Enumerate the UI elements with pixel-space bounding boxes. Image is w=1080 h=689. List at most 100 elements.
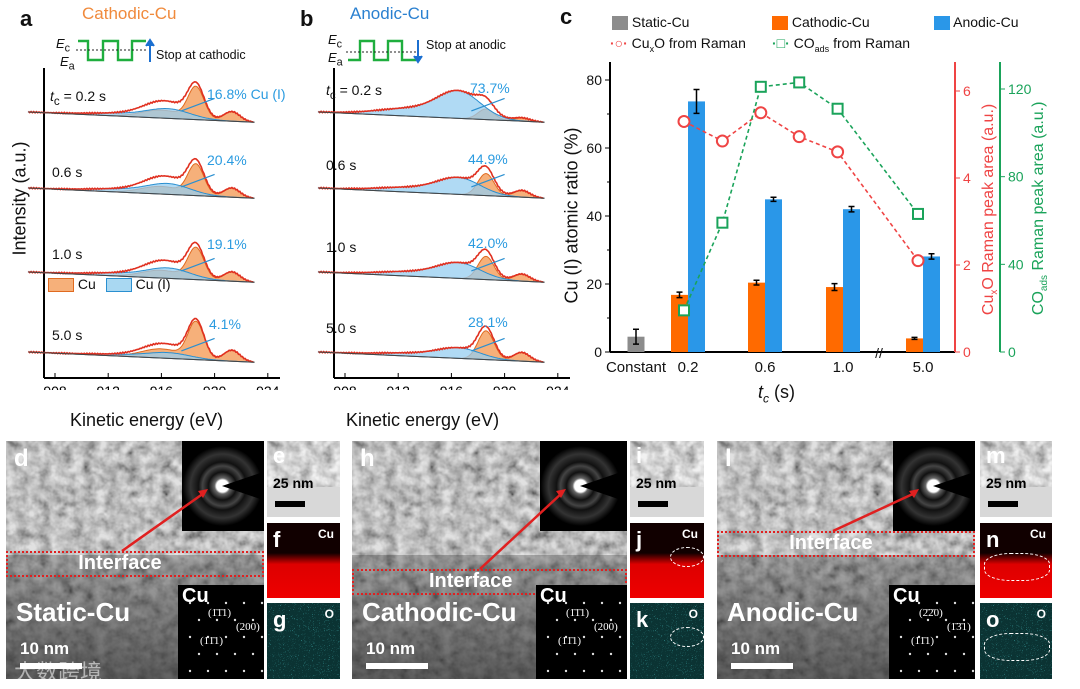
x-tick-label: 920 [203, 383, 227, 390]
saed-pattern-diffraction-icon [893, 441, 975, 531]
cu1-swatch [105, 278, 132, 293]
scale-label: 25 nm [636, 475, 677, 491]
panel-label-i: i [636, 443, 643, 468]
element-label: O [324, 607, 334, 621]
xps-spectra-b: 908 912 916 920 924 [317, 68, 570, 390]
scale-label: 10 nm [366, 639, 416, 658]
trace-label: tc = 0.2 s [50, 88, 107, 108]
pointer-line [471, 337, 505, 352]
cu1-percent: 4.1% [209, 316, 241, 332]
ylabel-right1: CuxO Raman peak area (a.u.) [979, 103, 1001, 316]
error-bar [676, 291, 683, 299]
stop-note-b: Stop at anodic [426, 38, 506, 52]
ea-label: Ea [328, 50, 343, 69]
error-bar [633, 328, 639, 345]
x-tick-label: 912 [387, 383, 411, 390]
saed-spot-pattern: Cu (2̄2̄0) (1̄3̄1) (11̄1) [889, 585, 975, 679]
coads-point [912, 207, 924, 220]
interface-label: Interface [78, 552, 162, 574]
interface-box [352, 569, 627, 595]
y-tick-label: 80 [586, 72, 602, 88]
xlabel-c: tc (s) [758, 382, 796, 406]
miller-index: (1̄3̄1) [947, 621, 971, 633]
coads-point [716, 216, 729, 229]
panel-label-c: c [560, 4, 573, 29]
pointer-line [471, 173, 505, 188]
panel-label-g: g [273, 607, 287, 632]
scale-label: 25 nm [986, 475, 1027, 491]
cu1-percent: 73.7% [470, 80, 510, 96]
miller-index: (1̄1̄1) [208, 607, 232, 619]
panel-label-l: l [725, 445, 732, 472]
cu1-percent: 44.9% [468, 151, 508, 167]
y-tick-label: 6 [963, 83, 971, 99]
bar-anodic-cu [765, 199, 782, 352]
x-tick-label: 912 [97, 383, 121, 390]
xps-spectra-a: 908 912 916 920 924 [27, 68, 280, 390]
element-label: Cu [1030, 527, 1046, 541]
region-outline [984, 633, 1050, 661]
y-tick-label: 0 [963, 344, 971, 360]
scale-label: 10 nm [731, 639, 781, 658]
panel-a-title: Cathodic-Cu [82, 4, 177, 23]
scale-label: 10 nm [20, 639, 70, 658]
bar-cathodic-cu [671, 294, 688, 352]
trace-label: 0.6 s [52, 164, 83, 180]
baseline [318, 271, 545, 283]
saed-pattern-diffraction-icon [540, 441, 627, 531]
saed-spot-pattern: Cu (1̄1̄1) (200) (11̄1) [536, 585, 627, 679]
tem-image-i: i 25 nm [630, 441, 704, 517]
x-tick-label: 920 [493, 383, 517, 390]
sample-name: Static-Cu [16, 597, 131, 627]
ylabel-right2: COads Raman peak area (a.u.) [1029, 101, 1051, 316]
sample-name: Cathodic-Cu [362, 597, 517, 627]
envelope-line [317, 248, 544, 283]
x-tick-label: 908 [333, 383, 357, 390]
cu-label: Cu [182, 585, 209, 607]
panel-label-j: j [636, 527, 643, 552]
cuxo-point [911, 254, 925, 268]
pointer-line [181, 97, 215, 112]
y-tick-label: 60 [586, 140, 602, 156]
trace-label: tc = 0.2 s [326, 82, 383, 102]
miller-index: (11̄1) [911, 635, 935, 647]
miller-index: (11̄1) [200, 635, 224, 647]
error-bar [911, 336, 918, 341]
miller-index: (200) [236, 621, 260, 633]
square-wave-cathodic-icon [76, 38, 155, 62]
legend-static: Static-Cu [612, 14, 689, 31]
x-tick-label: Constant [606, 359, 667, 376]
eds-map-cu-f: f Cu [267, 523, 340, 598]
y-tick-label: 120 [1008, 81, 1032, 97]
y-tick-label: 40 [1008, 256, 1024, 272]
interface-label: Interface [429, 570, 513, 592]
stop-note-a: Stop at cathodic [156, 48, 246, 62]
baseline [318, 351, 545, 363]
element-label: Cu [682, 527, 698, 541]
cuxo-point [715, 134, 729, 148]
static-swatch [612, 16, 628, 31]
xlabel-a: Kinetic energy (eV) [70, 410, 224, 430]
scale-bar [731, 663, 793, 669]
red-arrow-icon [479, 489, 566, 570]
baseline [28, 187, 255, 199]
legend-cuxo: ·○· CuxO from Raman [610, 35, 746, 54]
x-tick-label: 924 [546, 383, 570, 390]
panel-label-n: n [986, 527, 1000, 552]
legend-a: Cu Cu (I) [48, 276, 171, 293]
panel-label-m: m [986, 443, 1006, 468]
x-tick-label: 924 [256, 383, 280, 390]
cuxo-point [792, 130, 806, 144]
y-tick-label: 4 [963, 170, 971, 186]
panel-label-f: f [273, 527, 281, 552]
line-square [683, 81, 919, 311]
bar-anodic-cu [843, 209, 860, 352]
cu1-percent: 20.4% [207, 152, 247, 168]
x-tick-label: 5.0 [913, 359, 934, 376]
panel-label-a: a [20, 6, 33, 31]
cuxo-point [677, 114, 691, 128]
error-bar [848, 205, 855, 213]
